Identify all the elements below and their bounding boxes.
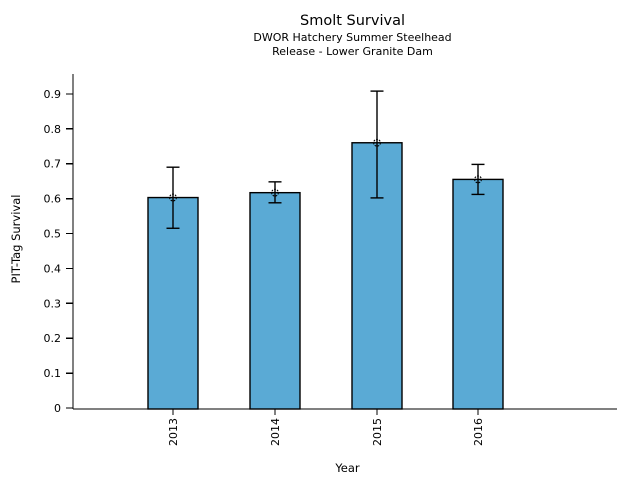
y-axis-title: PIT-Tag Survival bbox=[9, 194, 23, 284]
x-tick-label-2014: 2014 bbox=[269, 418, 282, 446]
chart-subtitle-line2: Release - Lower Granite Dam bbox=[272, 45, 433, 58]
x-tick-label-2013: 2013 bbox=[167, 418, 180, 446]
y-tick-label: 0.8 bbox=[44, 123, 62, 136]
y-tick-label: 0.6 bbox=[44, 193, 62, 206]
x-axis-title: Year bbox=[335, 461, 360, 475]
point-marker-2013 bbox=[169, 193, 177, 202]
point-marker-2016 bbox=[474, 175, 482, 184]
bar-2016 bbox=[452, 178, 504, 410]
y-tick-label: 0.4 bbox=[44, 262, 62, 275]
y-tick-label: 0.2 bbox=[44, 332, 62, 345]
bar-2014 bbox=[249, 191, 301, 410]
x-tick-label-2016: 2016 bbox=[472, 418, 485, 446]
bar-2013 bbox=[147, 196, 199, 410]
chart-title: Smolt Survival bbox=[300, 13, 405, 29]
y-tick-label: 0.3 bbox=[44, 297, 62, 310]
y-tick-label: 0.7 bbox=[44, 158, 62, 171]
chart-header: Smolt Survival DWOR Hatchery Summer Stee… bbox=[73, 12, 632, 59]
chart-subtitle-line1: DWOR Hatchery Summer Steelhead bbox=[253, 31, 452, 44]
x-tick-label-2015: 2015 bbox=[371, 418, 384, 446]
y-tick-label: 0.1 bbox=[44, 367, 62, 380]
point-marker-2015 bbox=[373, 138, 381, 147]
y-tick-label: 0.5 bbox=[44, 228, 62, 241]
y-tick-label: 0 bbox=[54, 402, 61, 415]
y-tick-label: 0.9 bbox=[44, 88, 62, 101]
point-marker-2014 bbox=[271, 188, 279, 197]
